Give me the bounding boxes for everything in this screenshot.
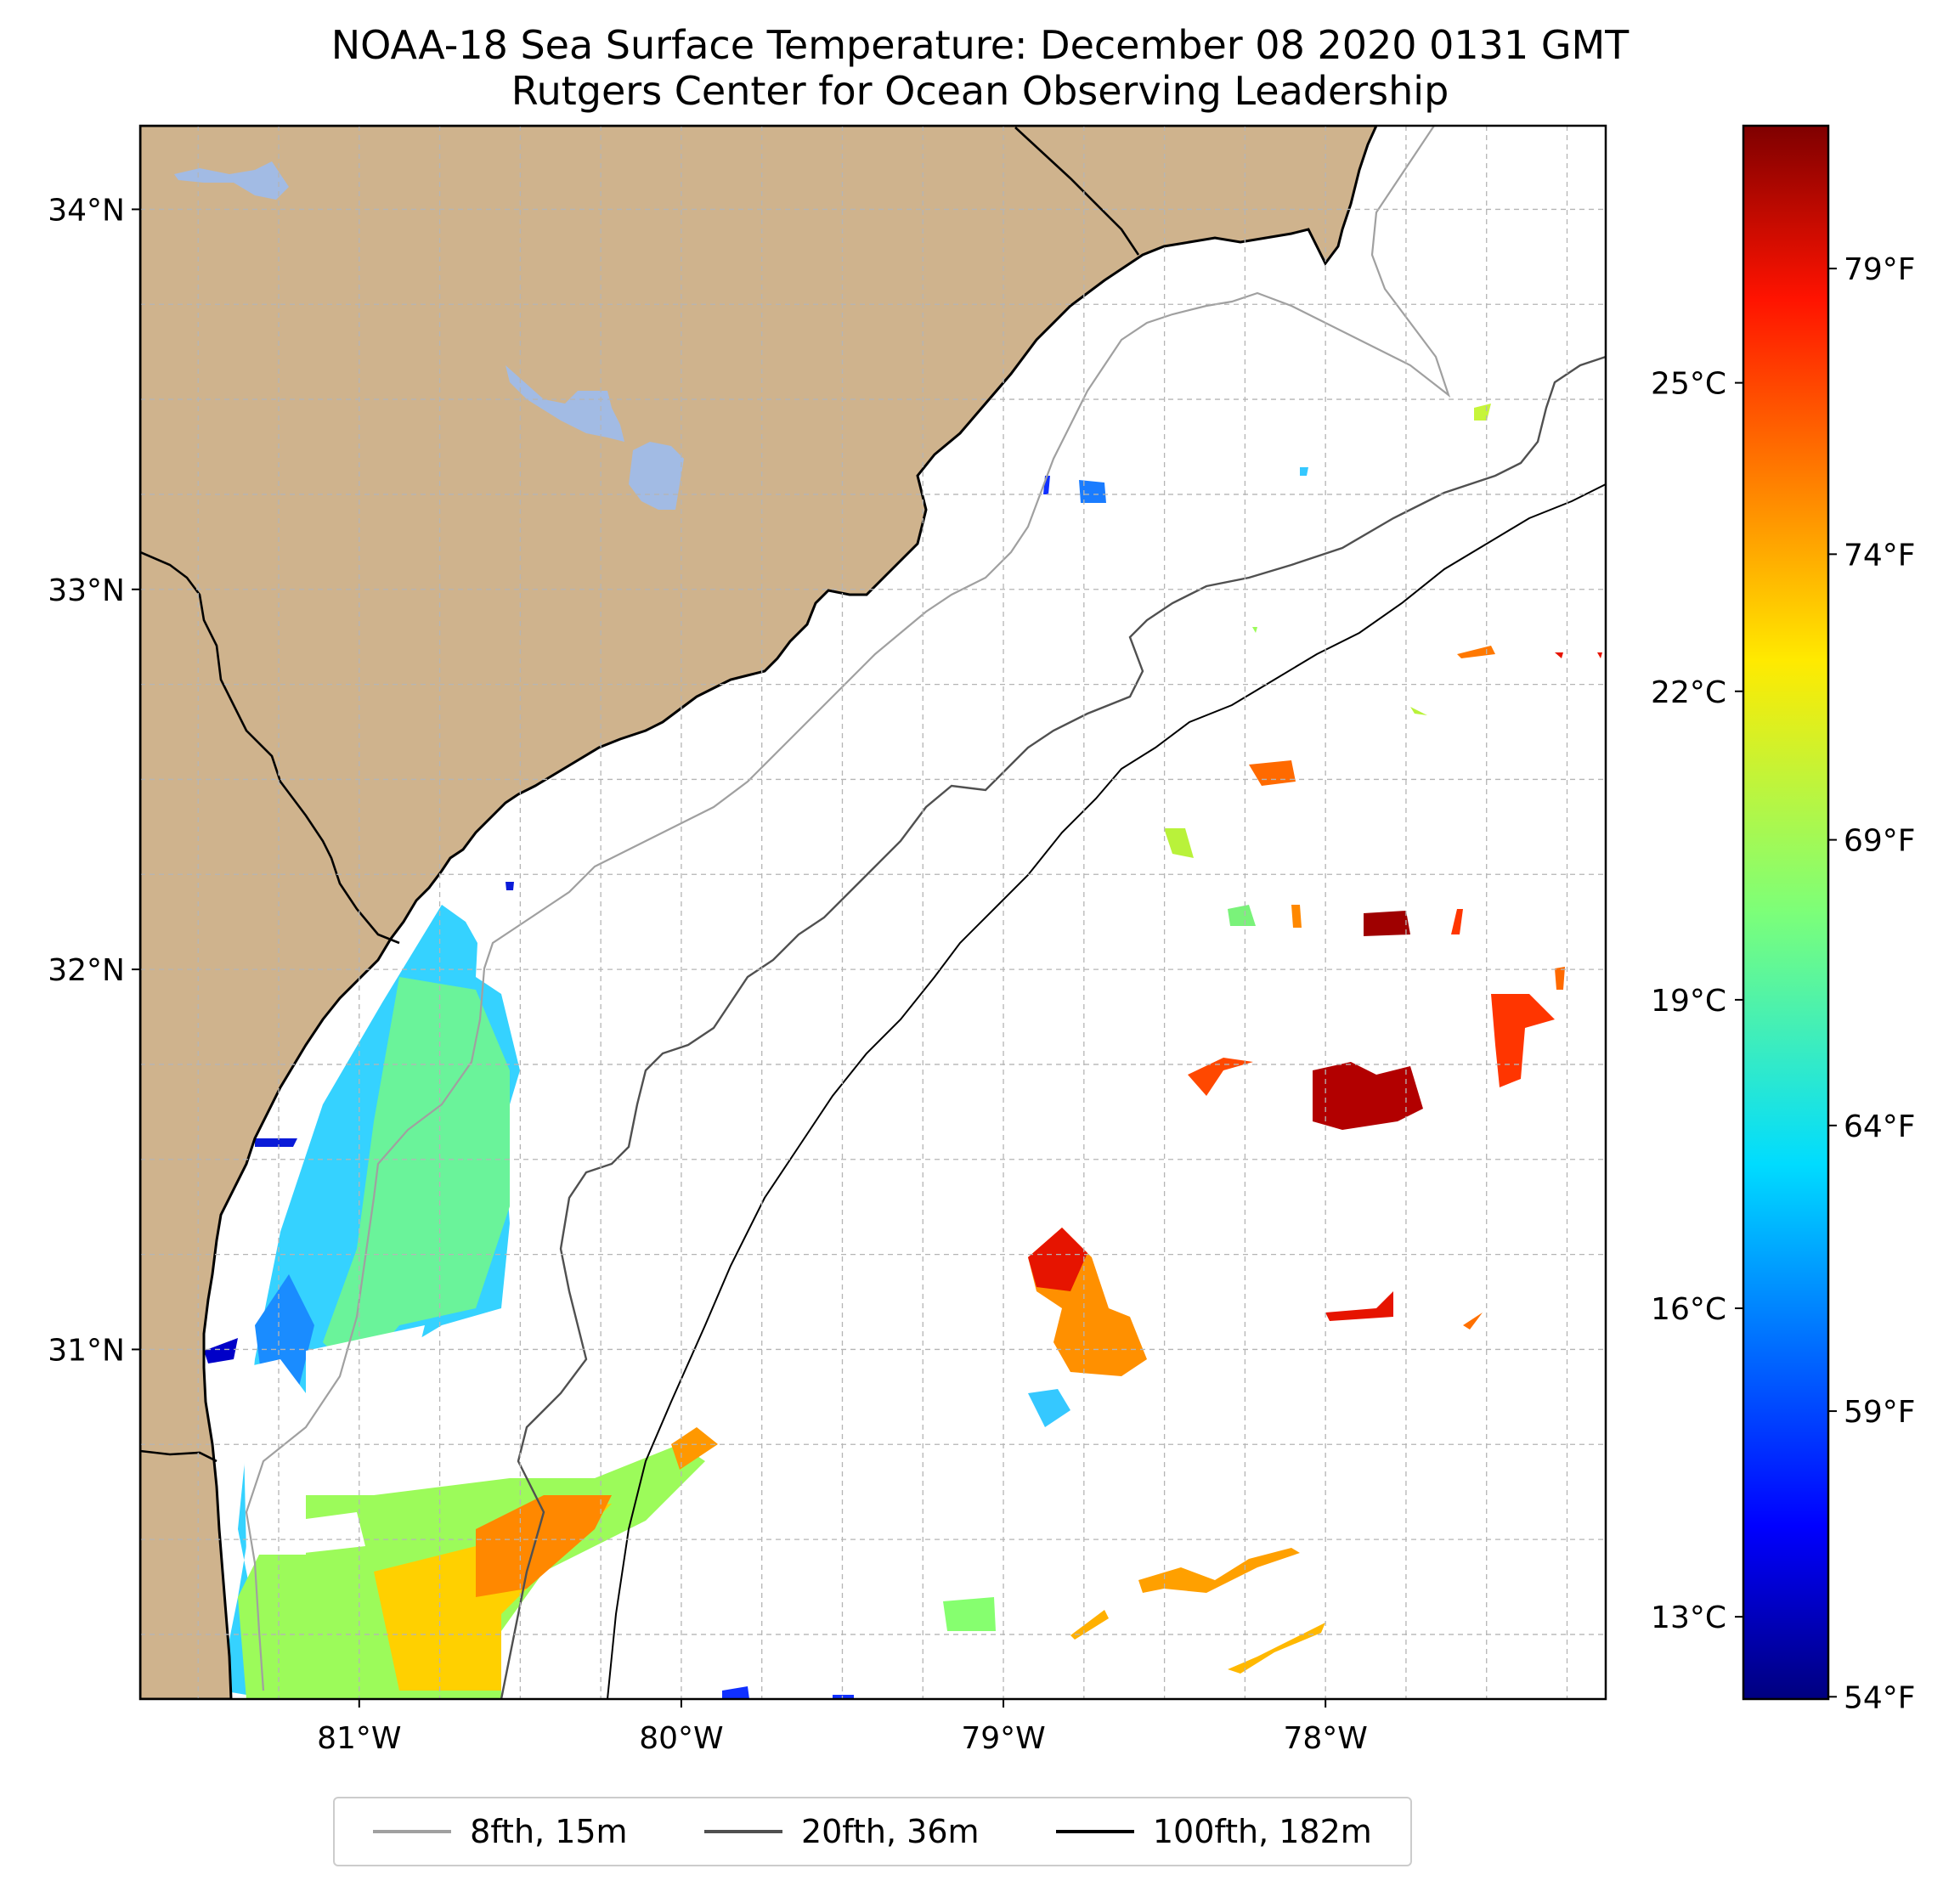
celsius-tick-label: 19°C (1651, 984, 1726, 1019)
legend-swatch-100fth (1055, 1830, 1134, 1833)
legend-item-20fth: 20fth, 36m (703, 1813, 980, 1850)
lon-tick-label: 80°W (639, 1721, 723, 1756)
fahrenheit-tick-label: 79°F (1844, 252, 1916, 287)
celsius-tick-label: 13°C (1651, 1601, 1726, 1635)
legend-swatch-8fth (373, 1830, 452, 1833)
celsius-tick-label: 25°C (1651, 367, 1726, 402)
colorbar-celsius-ticks: 25°C 22°C 19°C 16°C 13°C (1651, 367, 1743, 1635)
state-borders (140, 127, 1140, 1463)
celsius-tick-label: 16°C (1651, 1292, 1726, 1327)
isobath-legend: 8fth, 15m 20fth, 36m 100fth, 182m (333, 1797, 1412, 1866)
lat-tick-label: 34°N (48, 193, 125, 228)
land-area (140, 126, 1378, 1699)
colorbar (1742, 124, 1830, 1701)
isobath-100fth (607, 483, 1606, 1699)
isobath-20fth (500, 355, 1606, 1699)
legend-label-100fth: 100fth, 182m (1152, 1813, 1372, 1850)
latitude-ticks: 34°N 33°N 32°N 31°N (48, 193, 140, 1368)
celsius-tick-label: 22°C (1651, 675, 1726, 710)
legend-swatch-20fth (703, 1830, 782, 1833)
sst-data (159, 404, 1602, 1699)
isobaths (245, 126, 1606, 1699)
lon-tick-label: 78°W (1283, 1721, 1367, 1756)
colorbar-fahrenheit-ticks: 79°F 74°F 69°F 64°F 59°F 54°F (1828, 252, 1916, 1715)
fahrenheit-tick-label: 54°F (1844, 1680, 1916, 1715)
map-subtitle: Rutgers Center for Ocean Observing Leade… (511, 68, 1449, 114)
longitude-ticks: 81°W 80°W 79°W 78°W (317, 1699, 1368, 1756)
lon-tick-label: 81°W (317, 1721, 401, 1756)
lat-tick-label: 31°N (48, 1333, 125, 1368)
lat-tick-label: 32°N (48, 953, 125, 988)
legend-item-100fth: 100fth, 182m (1055, 1813, 1372, 1850)
fahrenheit-tick-label: 74°F (1844, 538, 1916, 573)
legend-label-8fth: 8fth, 15m (470, 1813, 628, 1850)
lakes (174, 161, 684, 510)
map-frame (138, 124, 1607, 1701)
fahrenheit-tick-label: 59°F (1844, 1395, 1916, 1430)
map-title: NOAA-18 Sea Surface Temperature: Decembe… (330, 22, 1630, 68)
lat-tick-label: 33°N (48, 573, 125, 608)
fahrenheit-tick-label: 64°F (1844, 1109, 1916, 1144)
isobath-8fth (245, 126, 1451, 1691)
legend-label-20fth: 20fth, 36m (800, 1813, 980, 1850)
fahrenheit-tick-label: 69°F (1844, 824, 1916, 859)
lon-tick-label: 79°W (961, 1721, 1045, 1756)
legend-item-8fth: 8fth, 15m (373, 1813, 628, 1850)
graticule (140, 126, 1606, 1699)
